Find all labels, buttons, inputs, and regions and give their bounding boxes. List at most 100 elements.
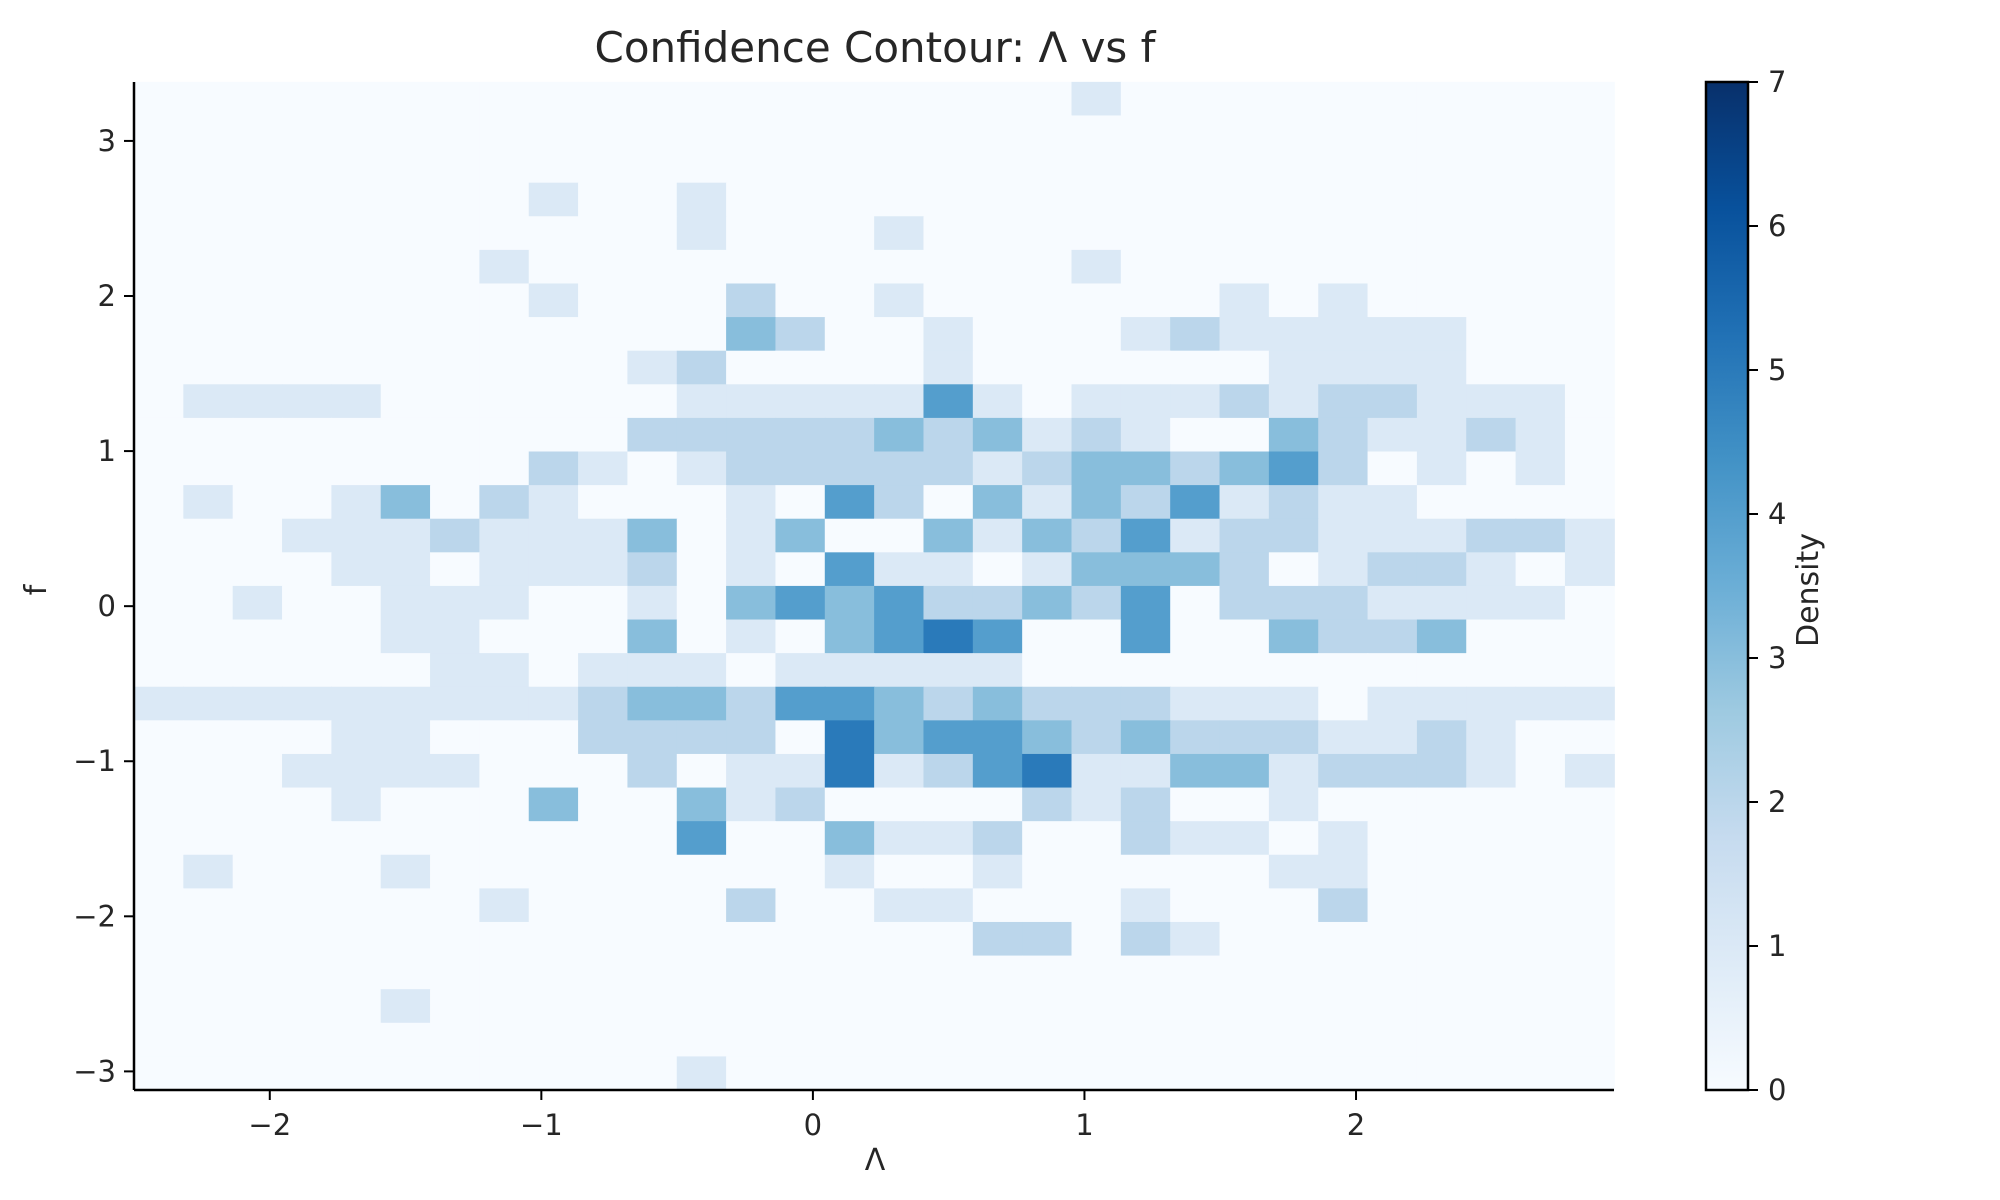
heatmap-cell (1367, 854, 1418, 889)
heatmap-cell (1170, 619, 1221, 654)
heatmap-cell (528, 955, 579, 990)
heatmap-cell (1416, 115, 1467, 150)
heatmap-cell (775, 921, 826, 957)
heatmap-cell (380, 989, 431, 1024)
heatmap-cell (1268, 249, 1319, 285)
heatmap-cell (1416, 585, 1467, 621)
heatmap-cell (972, 989, 1023, 1024)
heatmap-cell (775, 115, 826, 150)
heatmap-cell (380, 888, 431, 923)
y-tick-label: −3 (73, 1054, 116, 1088)
heatmap-cell (1367, 1022, 1418, 1057)
heatmap-cell (479, 518, 530, 553)
heatmap-cell (1515, 1056, 1566, 1091)
heatmap-cell (578, 653, 629, 688)
heatmap-cell (380, 417, 431, 453)
heatmap-cell (676, 653, 727, 688)
heatmap-cell (1071, 417, 1122, 453)
heatmap-cell (528, 585, 579, 621)
heatmap-cell (627, 384, 678, 419)
heatmap-cell (1416, 485, 1467, 520)
heatmap-cell (676, 149, 727, 184)
heatmap-cell (578, 787, 629, 822)
heatmap-cell (972, 81, 1023, 117)
heatmap-cell (1564, 149, 1615, 184)
heatmap-cell (183, 249, 234, 285)
heatmap-cell (627, 821, 678, 856)
heatmap-cell (1466, 1022, 1517, 1057)
heatmap-cell (1022, 1022, 1073, 1057)
heatmap-cell (528, 81, 579, 117)
heatmap-cell (430, 888, 480, 923)
heatmap-cell (1219, 821, 1270, 856)
heatmap-cell (676, 317, 727, 352)
heatmap-cell (430, 686, 480, 721)
heatmap-cell (430, 384, 480, 419)
heatmap-cell (479, 753, 530, 789)
heatmap-cell (1367, 753, 1418, 789)
heatmap-cell (578, 753, 629, 789)
heatmap-cell (1268, 585, 1319, 621)
heatmap-cell (1515, 417, 1566, 453)
heatmap-cell (331, 317, 382, 352)
heatmap-cell (1268, 451, 1319, 486)
heatmap-cell (1120, 585, 1171, 621)
heatmap-cell (874, 888, 925, 923)
heatmap-cell (874, 753, 925, 789)
heatmap-cell (676, 216, 727, 251)
heatmap-cell (972, 350, 1023, 385)
heatmap-cell (1120, 115, 1171, 150)
heatmap-cell (380, 720, 431, 755)
heatmap-cell (1564, 115, 1615, 150)
heatmap-cell (479, 451, 530, 486)
heatmap-cell (1416, 854, 1467, 889)
heatmap-cell (183, 115, 234, 150)
heatmap-cell (972, 384, 1023, 419)
heatmap-cell (479, 81, 530, 117)
heatmap-cell (232, 720, 283, 755)
heatmap-cell (972, 955, 1023, 990)
heatmap-cell (1318, 384, 1369, 419)
heatmap-cell (627, 1056, 678, 1091)
heatmap-cell (824, 518, 875, 553)
heatmap-cell (1071, 989, 1122, 1024)
heatmap-cell (1071, 787, 1122, 822)
heatmap-cell (1170, 787, 1221, 822)
heatmap-cell (1564, 350, 1615, 385)
heatmap-cell (232, 149, 283, 184)
heatmap-cell (1515, 518, 1566, 553)
heatmap-cell (380, 115, 431, 150)
heatmap-cell (183, 350, 234, 385)
heatmap-cell (1268, 1056, 1319, 1091)
heatmap-cell (134, 686, 184, 721)
heatmap-cell (824, 955, 875, 990)
heatmap-cell (824, 854, 875, 889)
heatmap-cell (775, 989, 826, 1024)
heatmap-cell (676, 888, 727, 923)
heatmap-cell (528, 552, 579, 587)
heatmap-cell (134, 552, 184, 587)
heatmap-cell (1120, 653, 1171, 688)
heatmap-cell (1268, 149, 1319, 184)
heatmap-cell (627, 720, 678, 755)
heatmap-cell (578, 854, 629, 889)
heatmap-cell (1416, 81, 1467, 117)
heatmap-cell (726, 182, 777, 217)
heatmap-cell (923, 1022, 974, 1057)
heatmap-cell (232, 585, 283, 621)
heatmap-cell (923, 619, 974, 654)
heatmap-cell (1120, 552, 1171, 587)
heatmap-cell (282, 888, 332, 923)
heatmap-cell (1120, 350, 1171, 385)
heatmap-cell (282, 81, 332, 117)
heatmap-cell (380, 518, 431, 553)
heatmap-cell (282, 854, 332, 889)
heatmap-cell (1022, 821, 1073, 856)
heatmap-cell (134, 619, 184, 654)
heatmap-cell (1515, 552, 1566, 587)
heatmap-cell (1515, 149, 1566, 184)
colorbar: 0 1 2 3 4 5 6 7 Density (1704, 65, 1826, 1107)
heatmap-cell (874, 1056, 925, 1091)
heatmap-cell (1219, 417, 1270, 453)
heatmap-cell (479, 216, 530, 251)
